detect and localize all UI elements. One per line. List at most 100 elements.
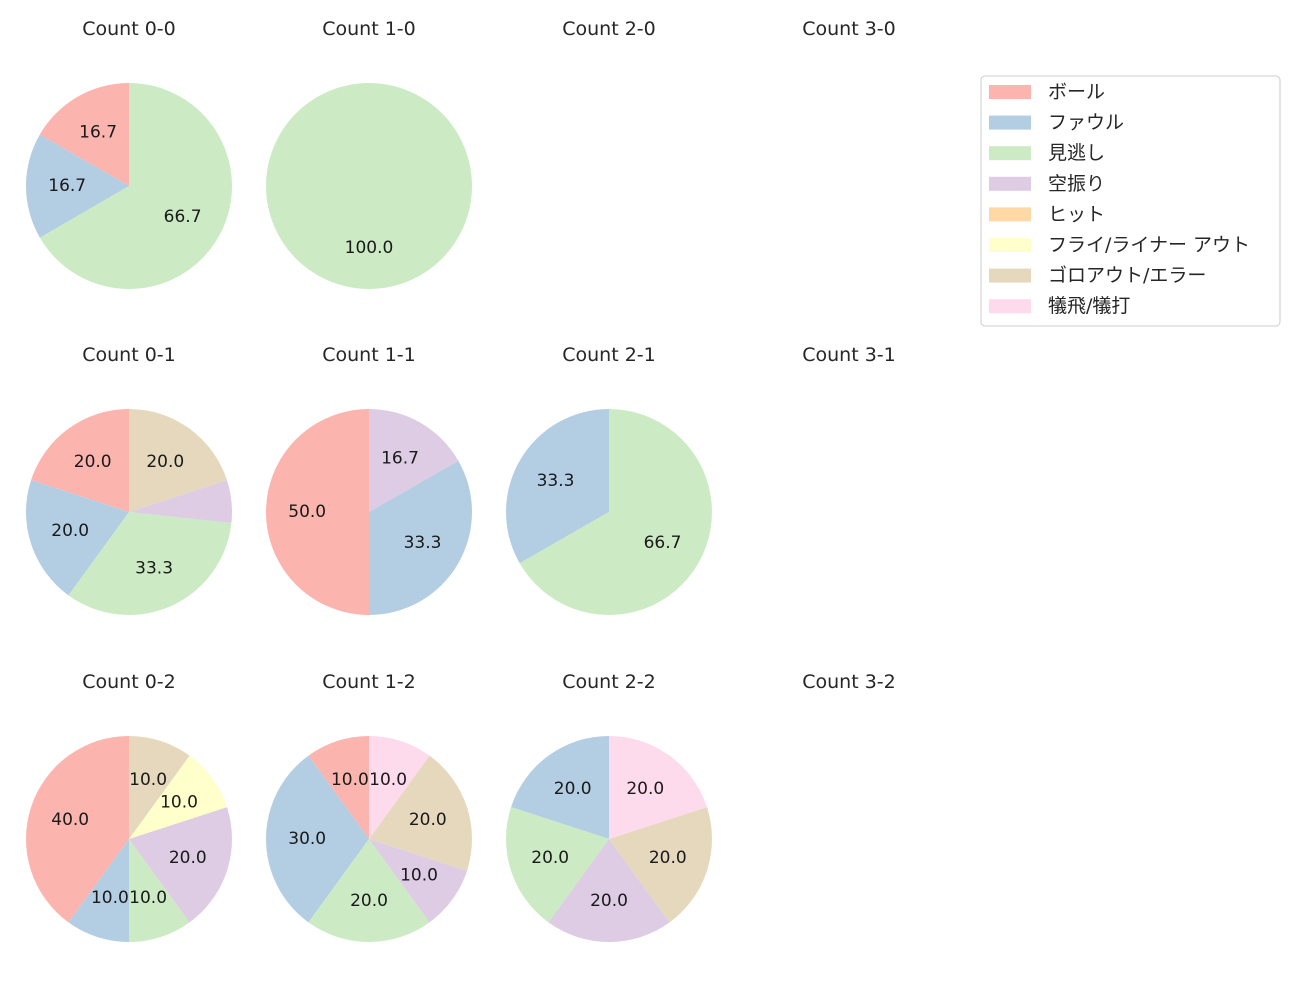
- pie-slice-フライ/ライナー アウト: [129, 755, 227, 839]
- pie-panel-count-2-0: Count 2-0: [562, 18, 656, 40]
- legend-swatch: [989, 146, 1031, 161]
- slice-value-label: 10.0: [129, 888, 167, 908]
- pie-slice-ファウル: [266, 755, 369, 923]
- pie-panel-count-0-0: Count 0-0 16.7 16.7 66.7: [26, 18, 233, 289]
- pie-slice-ファウル: [26, 134, 129, 238]
- pie-slice-空振り: [129, 807, 233, 923]
- slice-value-label: 33.3: [537, 471, 575, 491]
- slice-value-label: 66.7: [164, 207, 202, 227]
- legend-frame: [980, 75, 1281, 327]
- pie-slice-ファウル: [369, 460, 472, 615]
- slice-value-label: 100.0: [345, 238, 394, 258]
- legend-label: 犠飛/犠打: [1048, 295, 1130, 317]
- panel-title: Count 3-0: [802, 18, 896, 40]
- slice-value-label: 20.0: [531, 848, 569, 868]
- slice-value-label: 20.0: [649, 848, 687, 868]
- pie-slice-空振り: [369, 839, 467, 923]
- pie-slice-見逃し: [68, 512, 232, 615]
- legend-label: ヒット: [1048, 203, 1105, 225]
- slice-value-label: 20.0: [74, 452, 112, 472]
- slice-value-label: 20.0: [169, 848, 207, 868]
- legend-swatch: [989, 268, 1031, 283]
- pie-panel-count-1-2: Count 1-210.030.020.010.020.010.0: [266, 671, 473, 942]
- pie-slice-ボール: [266, 409, 369, 615]
- slice-value-label: 33.3: [404, 533, 442, 553]
- slice-value-label: 20.0: [350, 891, 388, 911]
- panel-title: Count 2-1: [562, 344, 656, 366]
- pie-slice-ボール: [39, 83, 129, 186]
- panel-title: Count 1-2: [322, 671, 416, 693]
- pie-slice-ファウル: [68, 839, 129, 942]
- slice-value-label: 20.0: [554, 779, 592, 799]
- pie-panel-count-3-2: Count 3-2: [802, 671, 896, 693]
- slice-value-label: 10.0: [400, 865, 438, 885]
- slice-value-label: 50.0: [288, 502, 326, 522]
- pie-slice-ボール: [26, 736, 129, 923]
- slice-value-label: 10.0: [160, 793, 198, 813]
- legend-label: 空振り: [1048, 173, 1105, 195]
- legend-swatch: [989, 176, 1031, 191]
- pie-slice-ファウル: [511, 736, 609, 839]
- pie-slice-見逃し: [266, 83, 472, 289]
- panel-title: Count 2-2: [562, 671, 656, 693]
- legend-label: 見逃し: [1048, 142, 1105, 164]
- pie-slice-犠飛/犠打: [609, 736, 707, 839]
- pie-slice-ボール: [308, 736, 369, 839]
- legend-label: ボール: [1048, 81, 1105, 103]
- panel-title: Count 0-1: [82, 344, 176, 366]
- legend-swatch: [989, 115, 1031, 130]
- slice-value-label: 10.0: [91, 888, 129, 908]
- pie-slice-ファウル: [25, 480, 130, 596]
- slice-value-label: 16.7: [79, 123, 117, 143]
- pie-panel-count-0-2: Count 0-240.010.0 10.020.010.010.0: [26, 671, 233, 943]
- slice-value-label: 20.0: [409, 810, 447, 830]
- slice-value-label: 33.3: [135, 559, 173, 579]
- pie-slice-空振り: [369, 409, 459, 512]
- slice-value-label: 16.7: [381, 449, 419, 469]
- pie-panel-count-3-0: Count 3-0: [802, 18, 896, 40]
- slice-value-label: 20.0: [626, 779, 664, 799]
- pie-panel-count-2-2: Count 2-2 20.0 20.0 20.0 20.0 20.0: [505, 671, 713, 942]
- slice-value-label: 20.0: [146, 452, 184, 472]
- legend-swatch: [989, 85, 1031, 99]
- pie-slice-ゴロアウト/エラー: [369, 755, 473, 871]
- pie-panel-count-1-0: Count 1-0 100.0: [266, 18, 472, 289]
- pie-slice-ゴロアウト/エラー: [609, 807, 713, 923]
- panel-title: Count 1-0: [322, 18, 416, 40]
- legend-label: ゴロアウト/エラー: [1048, 265, 1206, 287]
- legend-swatch: [989, 238, 1031, 252]
- panel-title: Count 2-0: [562, 18, 656, 40]
- pie-slice-見逃し: [39, 83, 233, 289]
- pie-slice-見逃し: [519, 409, 712, 616]
- pie-slice-ボール: [31, 409, 129, 512]
- panel-title: Count 0-2: [82, 671, 176, 693]
- slice-value-label: 10.0: [369, 770, 407, 790]
- pie-panel-count-3-1: Count 3-1: [802, 344, 896, 366]
- slice-value-label: 20.0: [590, 891, 628, 911]
- slice-value-label: 20.0: [51, 521, 89, 541]
- panel-title: Count 3-1: [802, 344, 896, 366]
- pie-slice-ゴロアウト/エラー: [129, 736, 190, 839]
- panel-title: Count 0-0: [82, 18, 176, 40]
- pie-panel-count-1-1: Count 1-1 50.0 33.3 16.7: [266, 344, 472, 615]
- slice-value-label: 10.0: [129, 770, 167, 790]
- pie-slice-犠飛/犠打: [369, 736, 430, 839]
- panel-title: Count 3-2: [802, 671, 896, 693]
- panel-title: Count 1-1: [322, 344, 416, 366]
- slice-value-label: 30.0: [288, 829, 326, 849]
- slice-value-label: 10.0: [331, 770, 369, 790]
- pie-slice-ゴロアウト/エラー: [129, 409, 227, 512]
- legend-label: フライ/ライナー アウト: [1048, 234, 1250, 256]
- pie-slice-見逃し: [505, 807, 609, 923]
- slice-value-label: 40.0: [51, 810, 89, 830]
- pie-slice-見逃し: [308, 839, 430, 942]
- pie-slice-空振り: [548, 839, 670, 942]
- pie-slice-ファウル: [506, 409, 609, 564]
- slice-value-label: 16.7: [48, 176, 86, 196]
- legend-label: ファウル: [1048, 112, 1124, 134]
- slice-value-label: 66.7: [644, 533, 682, 553]
- pie-panel-count-2-1: Count 2-1 33.3 66.7: [506, 344, 712, 616]
